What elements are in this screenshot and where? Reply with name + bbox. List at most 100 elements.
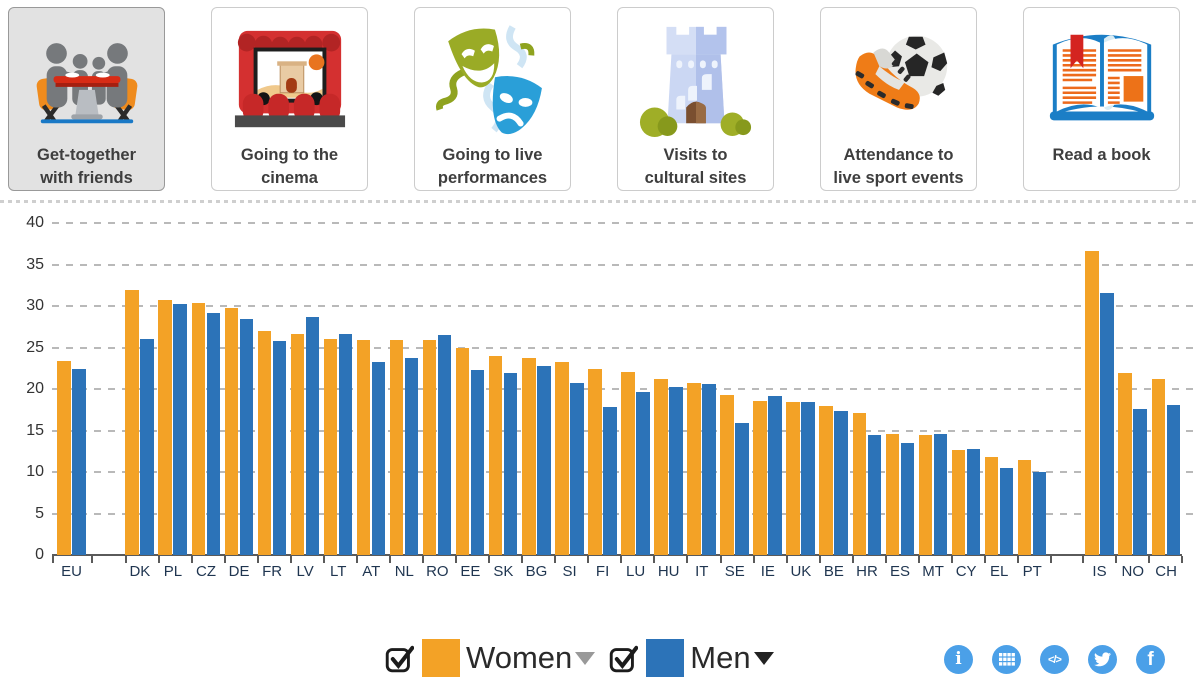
bar-women-HR[interactable] xyxy=(852,413,866,555)
tab-read-a-book[interactable]: Read a book xyxy=(1023,7,1180,191)
bar-men-CH[interactable] xyxy=(1166,404,1181,555)
bar-men-SE[interactable] xyxy=(735,423,749,555)
bar-women-PT[interactable] xyxy=(1017,460,1032,555)
x-label-HU: HU xyxy=(657,563,680,580)
bar-men-ES[interactable] xyxy=(900,442,915,555)
bar-men-SI[interactable] xyxy=(570,383,584,555)
tab-label: Going to live performances xyxy=(437,146,548,187)
bar-women-CZ[interactable] xyxy=(191,302,205,555)
bar-men-UK[interactable] xyxy=(801,402,815,555)
bar-men-EE[interactable] xyxy=(470,369,485,555)
women-checkbox[interactable] xyxy=(385,644,414,673)
tab-label: Read a book xyxy=(1052,146,1151,164)
bar-women-AT[interactable] xyxy=(356,340,371,555)
bar-men-PL[interactable] xyxy=(173,304,187,555)
x-axis-tick-34 xyxy=(1181,556,1184,563)
bar-women-LV[interactable] xyxy=(290,334,305,555)
x-axis-tick-13 xyxy=(488,556,491,563)
bar-women-CH[interactable] xyxy=(1151,379,1166,555)
bar-men-CY[interactable] xyxy=(966,448,981,555)
bar-men-HR[interactable] xyxy=(867,435,881,555)
data-table-button[interactable] xyxy=(992,645,1021,674)
bar-women-MT[interactable] xyxy=(918,434,933,555)
bar-men-EL[interactable] xyxy=(999,467,1014,555)
table-icon xyxy=(998,653,1015,666)
bar-men-DK[interactable] xyxy=(140,339,154,555)
bar-men-LT[interactable] xyxy=(338,334,353,555)
tab-going-to-live-performances[interactable]: Going to live performances xyxy=(414,7,571,191)
bar-men-LV[interactable] xyxy=(305,316,320,555)
x-axis-tick-26 xyxy=(917,556,920,563)
bar-women-NO[interactable] xyxy=(1118,373,1132,555)
bar-women-EE[interactable] xyxy=(455,347,470,555)
bar-women-IE[interactable] xyxy=(753,401,767,555)
x-label-SE: SE xyxy=(724,563,745,580)
bar-women-NL[interactable] xyxy=(389,340,404,555)
bar-men-IE[interactable] xyxy=(768,396,782,555)
bar-women-BG[interactable] xyxy=(522,358,536,555)
bar-men-LU[interactable] xyxy=(636,392,650,555)
tab-going-to-the-cinema[interactable]: Going to the cinema xyxy=(211,7,368,191)
men-checkbox[interactable] xyxy=(609,644,639,673)
bar-women-RO[interactable] xyxy=(422,340,437,555)
facebook-share-button[interactable]: f xyxy=(1136,645,1165,674)
twitter-icon xyxy=(1094,652,1111,667)
bar-women-HU[interactable] xyxy=(654,379,668,555)
x-axis-tick-27 xyxy=(950,556,953,563)
bar-men-FR[interactable] xyxy=(272,340,287,555)
bar-women-FR[interactable] xyxy=(257,330,272,555)
x-axis-tick-16 xyxy=(587,556,590,563)
women-dropdown-arrow-icon[interactable] xyxy=(575,651,596,665)
tab-visits-to-cultural-sites[interactable]: Visits to cultural sites xyxy=(617,7,774,191)
bar-men-HU[interactable] xyxy=(669,386,683,555)
bar-men-DE[interactable] xyxy=(239,319,254,555)
info-button[interactable]: i xyxy=(944,645,973,674)
bar-women-SE[interactable] xyxy=(720,394,734,555)
y-axis-label-30: 30 xyxy=(26,297,44,314)
x-label-RO: RO xyxy=(426,563,449,580)
bar-men-IT[interactable] xyxy=(702,384,716,555)
bar-men-BE[interactable] xyxy=(834,411,848,555)
bar-men-RO[interactable] xyxy=(437,335,452,555)
bar-women-IT[interactable] xyxy=(687,383,701,555)
bar-men-PT[interactable] xyxy=(1032,472,1047,555)
bar-men-NO[interactable] xyxy=(1133,408,1147,555)
bar-men-EU[interactable] xyxy=(72,369,86,555)
x-label-SI: SI xyxy=(562,563,577,580)
x-axis-tick-33 xyxy=(1148,556,1151,563)
bar-men-AT[interactable] xyxy=(371,361,386,555)
bar-women-EL[interactable] xyxy=(984,457,999,555)
tab-get-together-with-friends[interactable]: Get-together with friends xyxy=(8,7,165,191)
tab-attendance-to-live-sport-events[interactable]: Attendance to live sport events xyxy=(820,7,977,191)
bar-women-IS[interactable] xyxy=(1085,251,1099,555)
bar-men-BG[interactable] xyxy=(537,365,551,555)
bar-men-NL[interactable] xyxy=(404,358,419,555)
twitter-share-button[interactable] xyxy=(1088,645,1117,674)
bar-women-BE[interactable] xyxy=(819,406,833,555)
bar-men-FI[interactable] xyxy=(603,407,617,555)
bar-men-MT[interactable] xyxy=(933,433,948,555)
x-label-CY: CY xyxy=(955,563,977,580)
bar-women-LU[interactable] xyxy=(621,372,635,555)
y-axis-label-15: 15 xyxy=(26,421,44,439)
x-label-FI: FI xyxy=(595,563,610,580)
bar-men-SK[interactable] xyxy=(503,373,518,555)
bar-men-CZ[interactable] xyxy=(206,313,220,555)
bar-women-ES[interactable] xyxy=(885,433,900,555)
bar-women-PL[interactable] xyxy=(158,300,172,555)
bar-women-DE[interactable] xyxy=(224,307,239,555)
football-boot-ball-icon xyxy=(840,16,958,144)
bar-women-SK[interactable] xyxy=(488,355,503,555)
bar-women-CY[interactable] xyxy=(951,450,966,555)
men-dropdown-arrow-icon[interactable] xyxy=(753,651,774,665)
bar-women-LT[interactable] xyxy=(323,339,338,555)
bar-women-DK[interactable] xyxy=(125,290,139,555)
embed-code-button[interactable]: </> xyxy=(1040,645,1069,674)
x-axis-tick-20 xyxy=(719,556,722,563)
bar-men-IS[interactable] xyxy=(1100,292,1114,555)
bar-women-UK[interactable] xyxy=(786,402,800,555)
bar-women-SI[interactable] xyxy=(555,362,569,555)
y-axis-label-20: 20 xyxy=(26,380,44,397)
bar-women-EU[interactable] xyxy=(57,360,71,555)
bar-women-FI[interactable] xyxy=(588,369,602,555)
